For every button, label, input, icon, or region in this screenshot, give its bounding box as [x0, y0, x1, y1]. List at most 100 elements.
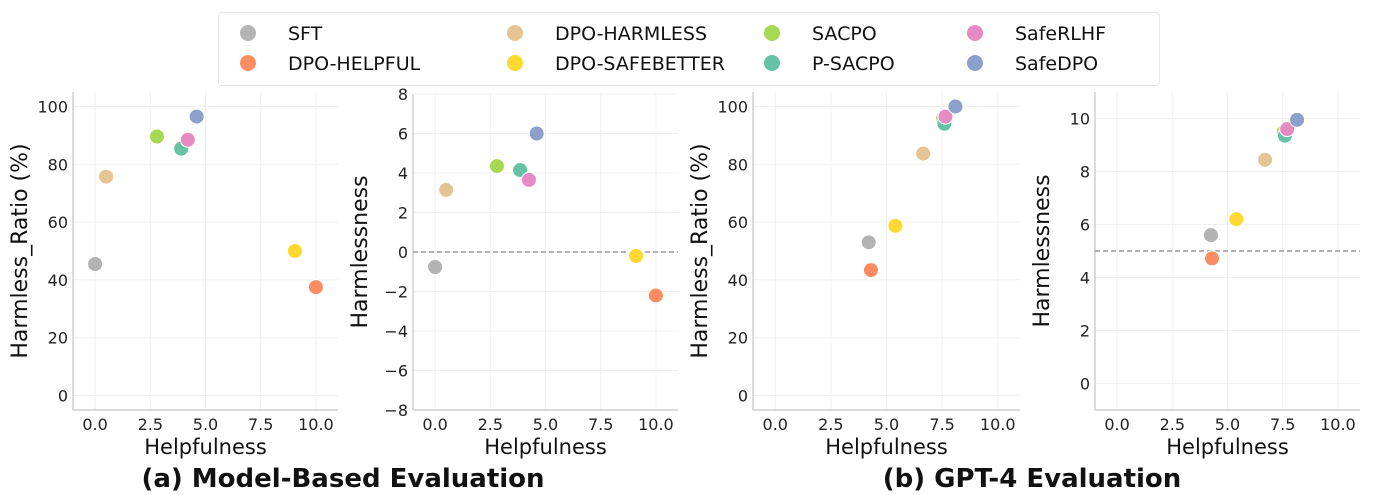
- legend-marker-sacpo: [764, 25, 780, 41]
- y-tick-label: 8: [1080, 163, 1090, 182]
- point-dpo-harmless: [915, 145, 932, 162]
- x-tick-label: 0.0: [82, 415, 107, 434]
- legend-marker-dpo-safebetter: [507, 55, 523, 71]
- legend-marker-p-sacpo: [764, 55, 780, 71]
- point-saferlhf: [937, 108, 954, 125]
- legend-label-dpo-helpful: DPO-HELPFUL: [288, 53, 421, 75]
- y-tick-label: 100: [717, 97, 748, 116]
- point-dpo-harmless: [1257, 151, 1274, 168]
- y-tick-label: 8: [398, 85, 408, 104]
- legend-label-saferlhf: SafeRLHF: [1015, 23, 1106, 45]
- legend-label-safedpo: SafeDPO: [1015, 53, 1098, 75]
- x-tick-label: 10.0: [298, 415, 334, 434]
- point-dpo-helpful: [1204, 250, 1221, 267]
- point-dpo-safebetter: [887, 217, 904, 234]
- legend-label-sft: SFT: [288, 23, 323, 45]
- y-tick-label: 100: [37, 97, 68, 116]
- y-tick-label: −6: [384, 362, 408, 381]
- y-tick-label: 4: [398, 164, 408, 183]
- point-dpo-helpful: [862, 262, 879, 279]
- y-tick-label: 6: [1080, 216, 1090, 235]
- subplot-2: 0.0 2.5 5.0 7.5 10.0 −8 −6 −4 −2 0 2 4 6 8 Helpfulness…: [348, 85, 678, 459]
- point-sacpo: [148, 128, 165, 145]
- point-dpo-harmless: [438, 181, 455, 198]
- x-tick-label: 5.0: [533, 415, 558, 434]
- y-axis-label: Harmlessness: [1030, 174, 1055, 327]
- x-tick-label: 7.5: [929, 415, 954, 434]
- y-tick-label: 60: [728, 213, 748, 232]
- point-sft: [87, 256, 104, 273]
- subplot-4: 0.0 2.5 5.0 7.5 10.0 0 2 4 6 8 10 Helpfulness Harmle…: [1030, 92, 1360, 459]
- point-dpo-safebetter: [1228, 211, 1245, 228]
- point-dpo-helpful: [647, 287, 664, 304]
- y-tick-label: −2: [384, 283, 408, 302]
- legend-label-p-sacpo: P-SACPO: [812, 53, 895, 75]
- y-tick-label: 60: [48, 213, 68, 232]
- point-safedpo: [528, 125, 545, 142]
- x-tick-label: 10.0: [980, 415, 1016, 434]
- point-safedpo: [1289, 111, 1306, 128]
- x-tick-label: 7.5: [248, 415, 273, 434]
- point-saferlhf: [179, 131, 196, 148]
- y-tick-label: 2: [1080, 322, 1090, 341]
- point-saferlhf: [1279, 121, 1296, 138]
- y-tick-label: 0: [58, 387, 68, 406]
- point-sft: [860, 234, 877, 251]
- x-axis-label: Helpfulness: [484, 435, 607, 459]
- x-tick-label: 7.5: [1270, 415, 1295, 434]
- point-sft: [427, 259, 444, 276]
- legend-label-sacpo: SACPO: [812, 23, 877, 45]
- subplot-3: 0.0 2.5 5.0 7.5 10.0 0 20 40 60 80 100 Helpfulness H…: [688, 92, 1020, 459]
- y-tick-label: 4: [1080, 269, 1090, 288]
- x-tick-label: 5.0: [1215, 415, 1240, 434]
- x-tick-label: 0.0: [763, 415, 788, 434]
- caption-model-based: (a) Model-Based Evaluation: [141, 464, 545, 494]
- x-tick-label: 0.0: [1104, 415, 1129, 434]
- y-tick-label: 80: [728, 155, 748, 174]
- legend-marker-saferlhf: [967, 25, 983, 41]
- legend-marker-safedpo: [967, 55, 983, 71]
- y-tick-label: 6: [398, 125, 408, 144]
- y-tick-label: −4: [384, 322, 408, 341]
- legend: [218, 12, 1160, 86]
- x-tick-label: 5.0: [874, 415, 899, 434]
- x-tick-label: 2.5: [478, 415, 503, 434]
- y-tick-label: 10: [1070, 110, 1090, 129]
- point-saferlhf: [520, 171, 537, 188]
- caption-gpt4: (b) GPT-4 Evaluation: [882, 464, 1182, 494]
- x-tick-label: 2.5: [818, 415, 843, 434]
- point-sft: [1202, 227, 1219, 244]
- point-safedpo: [188, 108, 205, 125]
- legend-marker-sft: [240, 25, 256, 41]
- point-dpo-helpful: [307, 279, 324, 296]
- legend-marker-dpo-helpful: [240, 55, 256, 71]
- y-tick-label: 0: [738, 387, 748, 406]
- y-tick-label: 40: [728, 271, 748, 290]
- x-axis-label: Helpfulness: [1166, 435, 1289, 459]
- x-axis-label: Helpfulness: [144, 435, 267, 459]
- point-dpo-harmless: [98, 168, 115, 185]
- y-axis-label: Harmlessness: [348, 175, 373, 328]
- y-tick-label: 2: [398, 204, 408, 223]
- x-tick-label: 2.5: [138, 415, 163, 434]
- x-tick-label: 2.5: [1160, 415, 1185, 434]
- y-tick-label: −8: [384, 401, 408, 420]
- y-axis-label: Harmless_Ratio (%): [688, 143, 713, 358]
- y-tick-label: 80: [48, 155, 68, 174]
- y-axis-label: Harmless_Ratio (%): [8, 143, 33, 358]
- x-tick-label: 10.0: [638, 415, 674, 434]
- point-dpo-safebetter: [286, 243, 303, 259]
- legend-label-dpo-safebetter: DPO-SAFEBETTER: [555, 53, 725, 75]
- x-tick-label: 10.0: [1320, 415, 1356, 434]
- point-sacpo: [488, 158, 505, 175]
- point-safedpo: [947, 98, 964, 115]
- y-tick-label: 20: [48, 329, 68, 348]
- y-tick-label: 40: [48, 271, 68, 290]
- y-tick-label: 0: [398, 243, 408, 262]
- x-tick-label: 0.0: [422, 415, 447, 434]
- y-tick-label: 0: [1080, 375, 1090, 394]
- x-tick-label: 7.5: [588, 415, 613, 434]
- point-dpo-safebetter: [628, 247, 645, 264]
- legend-label-dpo-harmless: DPO-HARMLESS: [555, 23, 707, 45]
